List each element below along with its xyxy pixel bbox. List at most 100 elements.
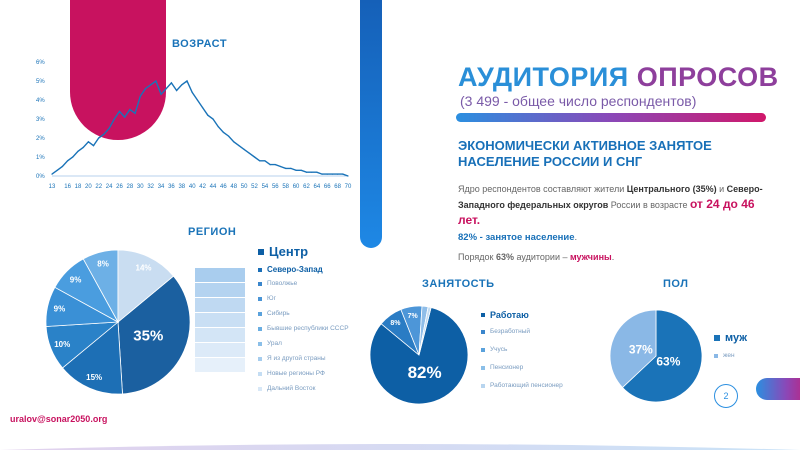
employment-legend-label: Учусь: [490, 346, 508, 353]
region-legend-swatch: [258, 356, 262, 361]
region-chart-title: РЕГИОН: [188, 226, 237, 238]
employment-legend-swatch: [481, 347, 485, 352]
employment-pie-chart: 82% 8% 7%: [369, 305, 469, 405]
age-data-point: [212, 118, 214, 120]
age-data-point: [113, 118, 115, 120]
region-pie-slice-label: 35%: [133, 327, 163, 344]
gradient-divider: [456, 113, 766, 122]
age-data-point: [342, 173, 344, 175]
age-data-point: [87, 141, 89, 143]
region-pie-slice-label: 14%: [136, 264, 152, 273]
age-x-tick-label: 16: [64, 184, 71, 190]
age-data-point: [243, 148, 245, 150]
age-x-tick-label: 38: [178, 184, 185, 190]
region-legend-item: Центр: [258, 244, 308, 259]
age-data-point: [72, 156, 74, 158]
age-x-tick-label: 44: [210, 184, 217, 190]
age-data-point: [170, 82, 173, 84]
age-data-point: [347, 175, 349, 177]
region-pie-slice: [61, 321, 123, 395]
gender-pie-slice-label: 63%: [656, 355, 680, 369]
age-y-tick-label: 4%: [36, 98, 45, 104]
region-legend-label: Центр: [269, 244, 309, 259]
age-data-point: [92, 145, 95, 147]
region-legend-label: Дальний Восток: [267, 385, 316, 392]
summary-text-northwest: Северо-Западного федеральных округов: [458, 184, 763, 210]
age-data-point: [139, 95, 141, 97]
age-data-point: [305, 171, 308, 173]
decorative-blue-bar: [360, 0, 382, 248]
region-legend-swatch: [258, 371, 262, 376]
gender-pie-slice-label: 37%: [629, 343, 653, 357]
title-part-1: АУДИТОРИЯ: [458, 62, 629, 92]
age-data-point: [144, 88, 147, 90]
employed-tail: .: [574, 232, 578, 243]
age-data-point: [326, 173, 328, 175]
employment-pie-slice-label: 8%: [390, 320, 401, 327]
employed-statement: 82% - занятое население.: [458, 232, 577, 243]
region-legend-item: Новые регионы РФ: [258, 370, 325, 377]
age-data-point: [207, 114, 209, 116]
region-pie-slice: [117, 249, 175, 323]
region-legend-swatch: [258, 296, 262, 301]
employment-legend-swatch: [481, 329, 485, 334]
age-data-point: [150, 84, 152, 86]
age-y-tick-label: 2%: [36, 136, 45, 142]
age-x-tick-label: 22: [95, 184, 102, 190]
age-y-tick-label: 3%: [36, 117, 45, 123]
employment-pie-slice-label: 82%: [408, 363, 442, 382]
gender-chart-title: ПОЛ: [663, 278, 689, 290]
age-y-tick-label: 5%: [36, 79, 45, 85]
region-legend-item: Сибирь: [258, 310, 290, 317]
gender-legend-label: жен: [723, 352, 735, 359]
age-x-tick-label: 24: [106, 184, 113, 190]
age-x-tick-label: 20: [85, 184, 92, 190]
age-data-point: [181, 84, 183, 86]
age-y-tick-label: 0%: [36, 174, 45, 180]
region-legend-item: Урал: [258, 340, 282, 347]
age-data-point: [238, 145, 240, 147]
age-x-tick-label: 48: [230, 184, 237, 190]
region-pie-slice-label: 15%: [86, 373, 102, 382]
gender-legend-item: жен: [714, 352, 735, 359]
age-data-point: [311, 171, 313, 173]
age-data-point: [316, 171, 318, 173]
age-data-point: [217, 126, 219, 128]
age-data-point: [134, 112, 136, 114]
gender-pie-slice: [609, 309, 657, 389]
age-x-tick-label: 34: [158, 184, 165, 190]
employment-legend-label: Работающий пенсионер: [490, 382, 563, 389]
summary-text-age-intro: России в возрасте: [610, 200, 688, 210]
age-data-point: [118, 110, 121, 112]
region-callout-bars: [195, 268, 245, 376]
age-x-tick-label: 18: [75, 184, 82, 190]
employment-legend-item: Работающий пенсионер: [481, 382, 563, 389]
age-data-point: [51, 173, 53, 175]
age-data-point: [248, 152, 250, 154]
age-data-point: [98, 137, 100, 139]
age-y-tick-label: 6%: [36, 60, 45, 66]
employment-legend-swatch: [481, 365, 485, 370]
age-x-tick-label: 68: [334, 184, 341, 190]
region-pie-slice-label: 9%: [54, 305, 66, 314]
age-data-point: [269, 164, 271, 166]
age-chart-title: ВОЗРАСТ: [172, 38, 228, 50]
men-text-c: аудитории –: [516, 252, 568, 262]
region-legend-label: Новые регионы РФ: [267, 370, 325, 377]
age-data-point: [290, 167, 292, 169]
region-legend-label: Поволжье: [267, 280, 298, 287]
page-number: 2: [714, 384, 738, 408]
gender-pie-chart: 63%37%: [609, 309, 703, 403]
region-legend-swatch: [258, 386, 262, 391]
employment-legend-swatch: [481, 313, 485, 317]
age-x-tick-label: 60: [293, 184, 300, 190]
age-data-point: [103, 133, 105, 135]
age-data-point: [227, 135, 230, 137]
contact-email[interactable]: uralov@sonar2050.org: [10, 414, 108, 424]
region-legend-label: Юг: [267, 295, 276, 302]
region-legend-label: Северо-Запад: [267, 265, 323, 274]
age-x-tick-label: 62: [303, 184, 310, 190]
region-legend-label: Урал: [267, 340, 282, 347]
gender-legend-swatch: [714, 335, 720, 341]
